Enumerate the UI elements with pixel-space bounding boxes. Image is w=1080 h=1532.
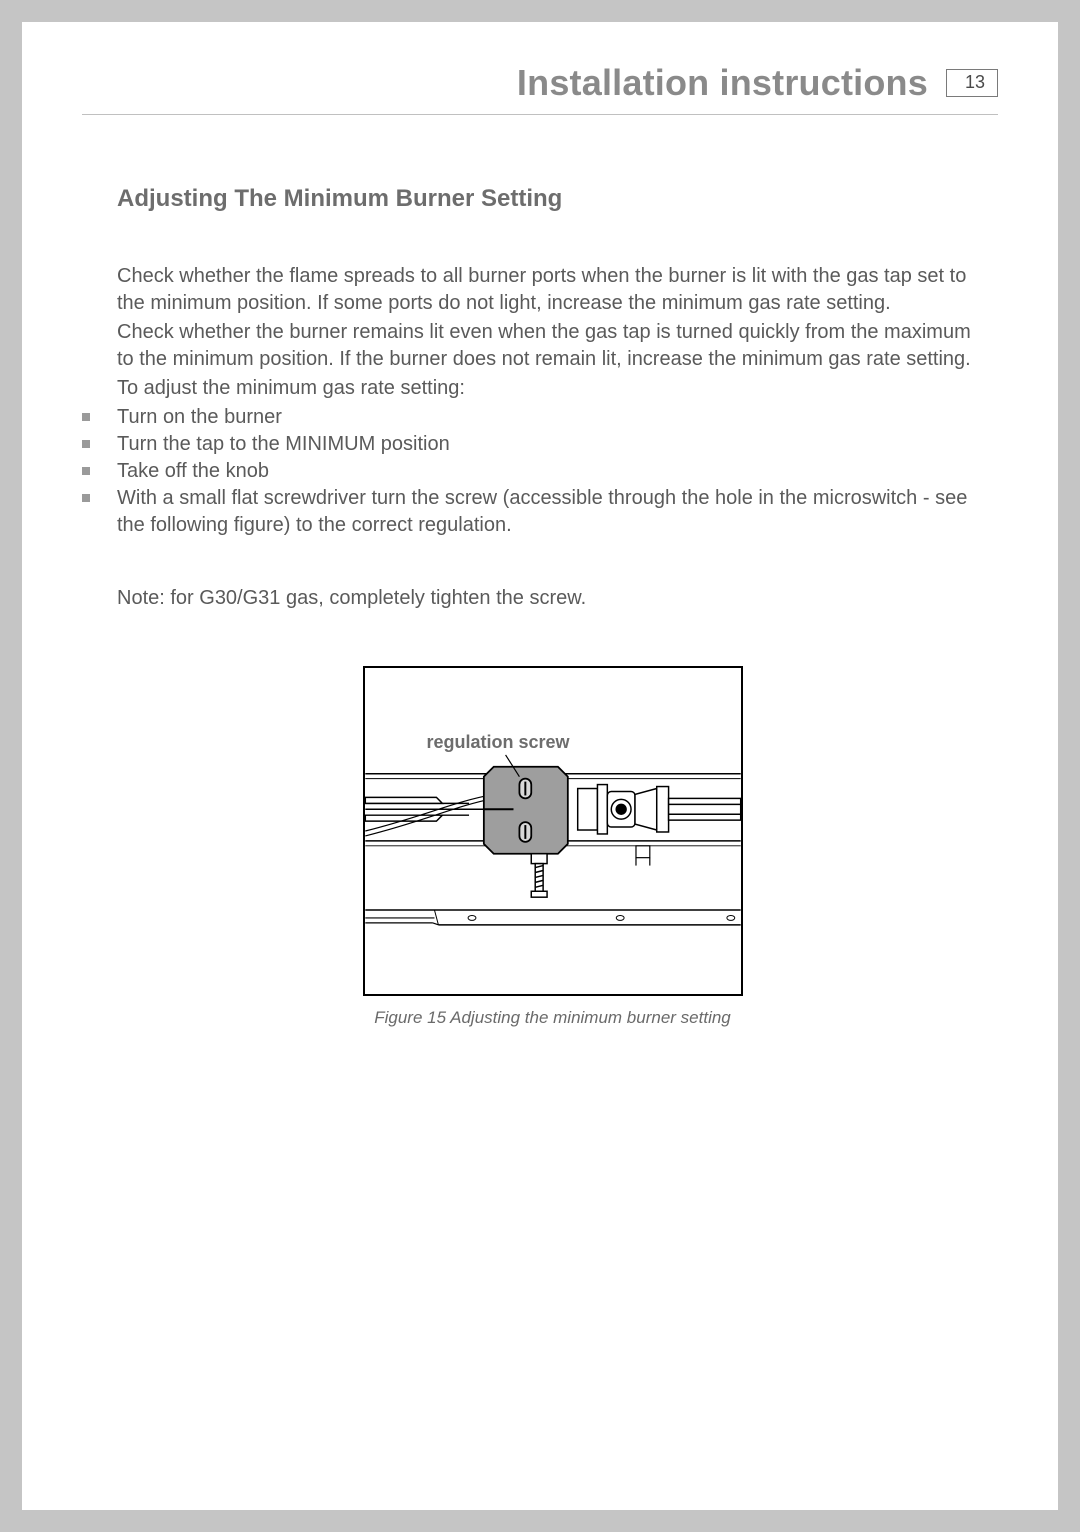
page-number-box: 13 — [946, 69, 998, 96]
list-item: Turn on the burner — [82, 404, 988, 431]
figure: regulation screw — [117, 666, 988, 1028]
list-item: With a small flat screwdriver turn the s… — [82, 485, 988, 539]
figure-caption: Figure 15 Adjusting the minimum burner s… — [117, 1008, 988, 1028]
diagram-svg — [365, 668, 741, 994]
paragraph-2: Check whether the burner remains lit eve… — [117, 319, 988, 373]
page: Installation instructions 13 Adjusting T… — [22, 22, 1058, 1510]
page-header: Installation instructions 13 — [82, 62, 998, 115]
list-item: Turn the tap to the MINIMUM position — [82, 431, 988, 458]
section-title: Adjusting The Minimum Burner Setting — [117, 185, 988, 213]
content-area: Adjusting The Minimum Burner Setting Che… — [82, 185, 998, 1028]
paragraph-3: To adjust the minimum gas rate setting: — [117, 375, 988, 402]
figure-diagram: regulation screw — [363, 666, 743, 996]
note-text: Note: for G30/G31 gas, completely tighte… — [117, 585, 988, 612]
paragraph-1: Check whether the flame spreads to all b… — [117, 263, 988, 317]
bullet-list: Turn on the burner Turn the tap to the M… — [82, 404, 988, 539]
page-number: 13 — [965, 72, 985, 92]
list-item: Take off the knob — [82, 458, 988, 485]
header-title: Installation instructions — [517, 62, 928, 104]
figure-label: regulation screw — [427, 732, 570, 753]
